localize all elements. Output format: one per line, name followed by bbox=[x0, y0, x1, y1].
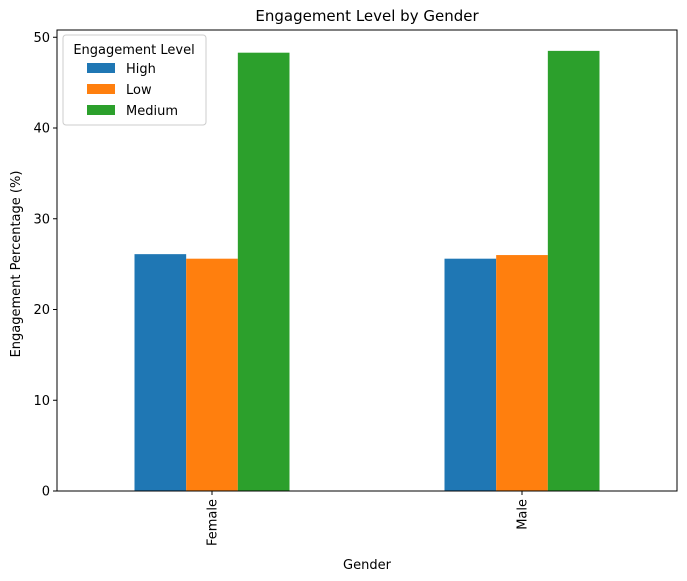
y-tick-label: 30 bbox=[33, 212, 50, 227]
legend-swatch-high bbox=[87, 63, 115, 73]
legend-label-high: High bbox=[126, 62, 156, 77]
bar-medium-male bbox=[547, 50, 600, 492]
bars-layer bbox=[134, 50, 600, 492]
x-tick-label: Female bbox=[206, 499, 221, 546]
y-tick-label: 40 bbox=[33, 122, 50, 137]
y-axis-title: Engagement Percentage (%) bbox=[9, 171, 24, 358]
legend-title: Engagement Level bbox=[73, 43, 194, 58]
x-tick-label: Male bbox=[516, 499, 531, 530]
bar-low-female bbox=[186, 258, 238, 491]
legend-frame bbox=[62, 34, 207, 126]
bar-high-male bbox=[444, 258, 497, 491]
bar-low-male bbox=[496, 255, 548, 491]
legend: Engagement Level High Low Medium bbox=[62, 34, 207, 126]
bar-high-female bbox=[134, 254, 187, 491]
y-tick-label: 0 bbox=[42, 485, 50, 500]
axes-layer: Female Male 0 10 20 30 40 50 bbox=[33, 29, 678, 546]
plot-frame bbox=[56, 29, 678, 492]
legend-swatch-medium bbox=[87, 105, 115, 115]
legend-label-low: Low bbox=[126, 83, 152, 98]
y-tick-label: 20 bbox=[33, 303, 50, 318]
y-tick-label: 50 bbox=[33, 31, 50, 46]
chart-title: Engagement Level by Gender bbox=[255, 7, 479, 25]
y-tick-label: 10 bbox=[33, 394, 50, 409]
legend-swatch-low bbox=[87, 84, 115, 94]
x-axis-title: Gender bbox=[343, 558, 392, 573]
legend-label-medium: Medium bbox=[126, 104, 178, 119]
bar-medium-female bbox=[237, 52, 290, 491]
